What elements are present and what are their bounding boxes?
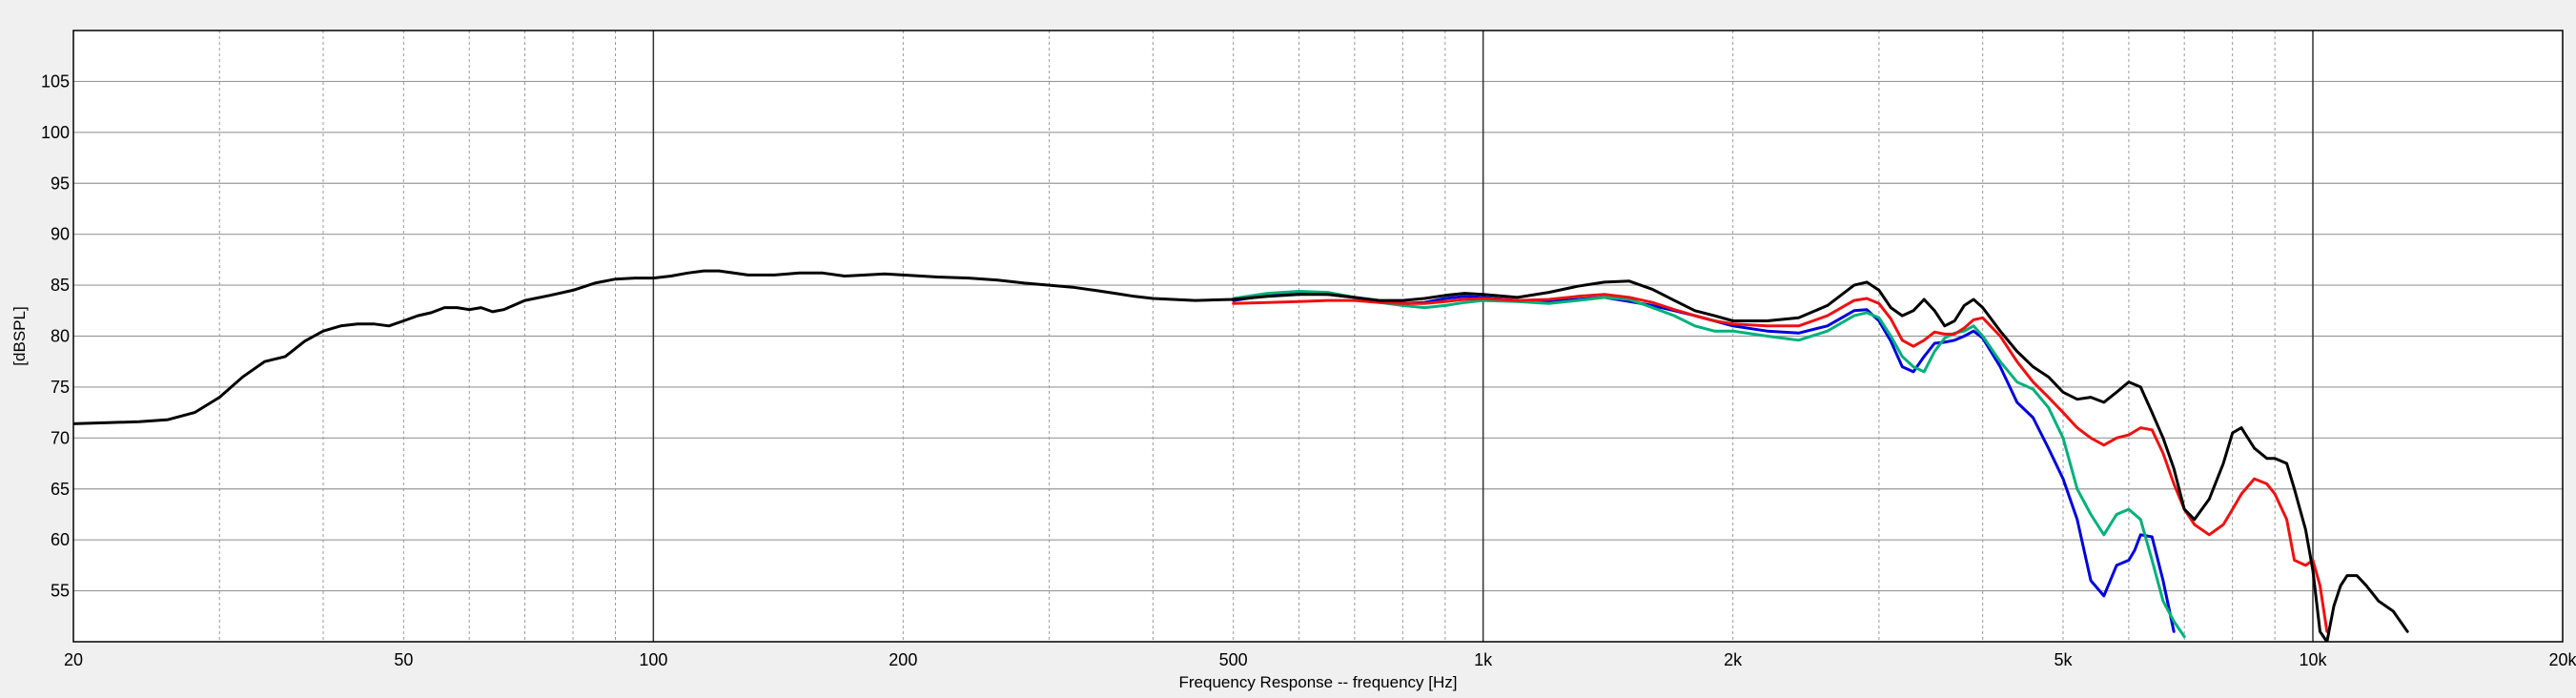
y-tick-label: 60 — [51, 530, 70, 549]
x-tick-label: 1k — [1474, 650, 1493, 669]
y-tick-label: 105 — [41, 72, 70, 91]
x-tick-label: 20k — [2548, 650, 2576, 669]
y-tick-label: 75 — [51, 378, 70, 397]
major-gridlines — [652, 31, 2314, 642]
y-tick-label: 95 — [51, 174, 70, 193]
x-tick-label: 5k — [2054, 650, 2073, 669]
x-tick-label: 500 — [1219, 650, 1248, 669]
y-tick-label: 85 — [51, 276, 70, 295]
y-tick-label: 90 — [51, 225, 70, 244]
y-axis-label: [dBSPL] — [10, 306, 29, 365]
x-tick-label: 20 — [64, 650, 83, 669]
y-tick-label: 100 — [41, 123, 70, 142]
x-axis-label: Frequency Response -- frequency [Hz] — [1179, 673, 1458, 691]
x-tick-label: 100 — [639, 650, 667, 669]
x-tick-label: 200 — [889, 650, 917, 669]
series-line-4 — [73, 269, 2409, 642]
series-line-2 — [1232, 290, 2186, 639]
x-tick-label: 50 — [394, 650, 413, 669]
y-tick-label: 70 — [51, 428, 70, 447]
x-tick-labels: 20 50 100 200 500 1k 2k 5k 10k 20k — [64, 650, 2576, 669]
plot-frame — [72, 30, 2564, 643]
y-tick-label: 65 — [51, 480, 70, 499]
x-tick-label: 10k — [2299, 650, 2327, 669]
series-line-3 — [1232, 293, 2329, 633]
y-tick-labels: 55 60 65 70 75 80 85 90 95 100 105 — [41, 72, 70, 600]
y-tick-label: 55 — [51, 582, 70, 601]
x-tick-label: 2k — [1724, 650, 1743, 669]
series-layer — [73, 269, 2409, 642]
y-tick-label: 80 — [51, 327, 70, 346]
